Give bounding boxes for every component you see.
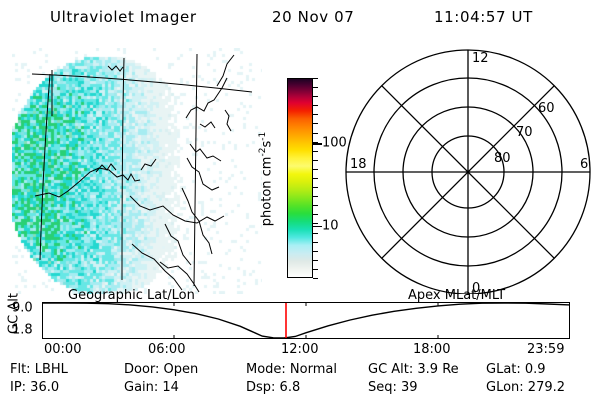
colorbar-minor-tick bbox=[313, 96, 318, 98]
gain-field: Gain: 14 bbox=[124, 380, 179, 395]
colorbar-minor-tick bbox=[313, 123, 318, 125]
mlat-label-80: 80 bbox=[494, 151, 511, 166]
gc-alt-curve bbox=[42, 302, 570, 339]
coastline bbox=[95, 163, 117, 173]
y-tick-high: 9.0 bbox=[12, 300, 33, 316]
colorbar-minor-tick bbox=[313, 268, 318, 270]
colorbar-minor-tick bbox=[313, 168, 318, 170]
colorbar-minor-tick bbox=[313, 259, 318, 261]
colorbar-minor-tick bbox=[313, 250, 318, 252]
glat-field: GLat: 0.9 bbox=[486, 362, 546, 377]
dsp-field: Dsp: 6.8 bbox=[246, 380, 301, 395]
mlt-label-6: 6 bbox=[580, 157, 588, 172]
colorbar-minor-tick bbox=[313, 159, 318, 161]
colorbar-gradient bbox=[288, 79, 312, 277]
coastline bbox=[185, 77, 228, 119]
y-tick-low: 1.8 bbox=[12, 322, 33, 338]
mlat-label-70: 70 bbox=[516, 125, 533, 140]
instrument-title: Ultraviolet Imager bbox=[50, 8, 197, 26]
colorbar-minor-tick bbox=[313, 232, 318, 234]
coastline bbox=[224, 109, 232, 132]
auroral-image-panel[interactable] bbox=[12, 48, 262, 294]
colorbar-minor-tick bbox=[313, 241, 318, 243]
geographic-coord-label: Geographic Lat/Lon bbox=[68, 288, 195, 303]
colorbar-minor-tick bbox=[313, 141, 318, 143]
coastline bbox=[216, 54, 235, 87]
polar-mlat-mlt-plot[interactable]: 12 18 6 0 60 70 80 bbox=[330, 40, 600, 296]
mlt-label-0: 0 bbox=[472, 281, 480, 294]
colorbar-minor-tick bbox=[313, 114, 318, 116]
x-tick-label-3: 18:00 bbox=[413, 342, 451, 357]
colorbar-unit-text: photon cm bbox=[259, 156, 275, 227]
coastline bbox=[199, 121, 216, 129]
orbit-altitude-strip[interactable]: Geographic Lat/Lon Apex MLat/MLT GC Alt … bbox=[0, 288, 600, 357]
coastline bbox=[186, 157, 220, 191]
geographic-overlay bbox=[30, 53, 253, 293]
meridian-line bbox=[38, 70, 42, 198]
gc-alt-field: GC Alt: 3.9 Re bbox=[368, 362, 459, 377]
x-tick-label-2: 12:00 bbox=[281, 342, 319, 357]
auroral-uv-image[interactable] bbox=[12, 48, 262, 294]
x-tick-label-0: 00:00 bbox=[44, 342, 82, 357]
colorbar-minor-tick bbox=[313, 278, 318, 279]
coastline bbox=[34, 167, 141, 198]
parallel-line bbox=[30, 160, 244, 176]
colorbar-minor-tick bbox=[313, 196, 318, 198]
colorbar-exponent-2: -1 bbox=[258, 131, 268, 141]
flt-field: Flt: LBHL bbox=[10, 362, 68, 377]
x-tick-label-1: 06:00 bbox=[148, 342, 186, 357]
colorbar-major-tick bbox=[313, 143, 322, 145]
meridian-line bbox=[39, 73, 51, 261]
x-tick-label-4: 23:59 bbox=[527, 342, 565, 357]
colorbar-major-tick bbox=[313, 225, 322, 228]
coastline bbox=[189, 143, 222, 162]
coastline bbox=[181, 187, 213, 255]
observation-date: 20 Nov 07 bbox=[272, 8, 355, 26]
meridian-line bbox=[121, 57, 125, 281]
parallel-line bbox=[31, 73, 253, 93]
colorbar-minor-tick bbox=[313, 150, 318, 152]
colorbar-minor-tick bbox=[313, 87, 318, 89]
meridian-line bbox=[193, 53, 198, 287]
mlt-diagonal-b bbox=[381, 85, 555, 259]
colorbar-axis-label: photon cm-2s-1 bbox=[258, 84, 274, 274]
mlat-label-60: 60 bbox=[538, 101, 555, 116]
status-footer: Flt: LBHL Door: Open Mode: Normal GC Alt: 3… bbox=[0, 362, 600, 400]
colorbar-unit-seconds: s bbox=[259, 140, 275, 148]
mode-field: Mode: Normal bbox=[246, 362, 337, 377]
coastline bbox=[140, 158, 157, 171]
orbit-altitude-chart[interactable] bbox=[0, 288, 600, 344]
mlt-label-12: 12 bbox=[472, 51, 489, 66]
colorbar-minor-tick bbox=[313, 223, 318, 225]
coastline bbox=[131, 243, 183, 291]
orbit-plot-frame bbox=[42, 302, 570, 339]
colorbar-group: photon cm-2s-1 100 10 bbox=[258, 48, 347, 294]
ip-field: IP: 36.0 bbox=[10, 380, 60, 395]
coastline bbox=[129, 195, 225, 224]
door-field: Door: Open bbox=[124, 362, 199, 377]
colorbar-minor-tick bbox=[313, 187, 318, 189]
glon-field: GLon: 279.2 bbox=[486, 380, 566, 395]
colorbar-exponent-1: -2 bbox=[258, 147, 268, 157]
colorbar-minor-tick bbox=[313, 205, 318, 207]
colorbar-minor-tick bbox=[313, 178, 318, 179]
observation-time: 11:04:57 UT bbox=[434, 8, 533, 26]
coastline bbox=[107, 65, 124, 72]
mlt-label-18: 18 bbox=[350, 157, 367, 172]
apex-coord-label: Apex MLat/MLT bbox=[408, 288, 506, 303]
polar-plot-svg: 12 18 6 0 60 70 80 bbox=[345, 49, 591, 296]
colorbar-tick-label: 100 bbox=[322, 135, 347, 151]
coastline bbox=[159, 261, 200, 293]
colorbar-minor-tick bbox=[313, 105, 318, 107]
colorbar-tick-label: 10 bbox=[322, 218, 339, 234]
colorbar-minor-tick bbox=[313, 78, 318, 79]
coastline bbox=[164, 223, 192, 266]
colorbar-minor-tick bbox=[313, 132, 318, 134]
colorbar-minor-tick bbox=[313, 214, 318, 216]
seq-field: Seq: 39 bbox=[368, 380, 418, 395]
header-bar: Ultraviolet Imager 20 Nov 07 11:04:57 UT bbox=[0, 8, 600, 32]
colorbar-scale[interactable] bbox=[287, 78, 313, 278]
